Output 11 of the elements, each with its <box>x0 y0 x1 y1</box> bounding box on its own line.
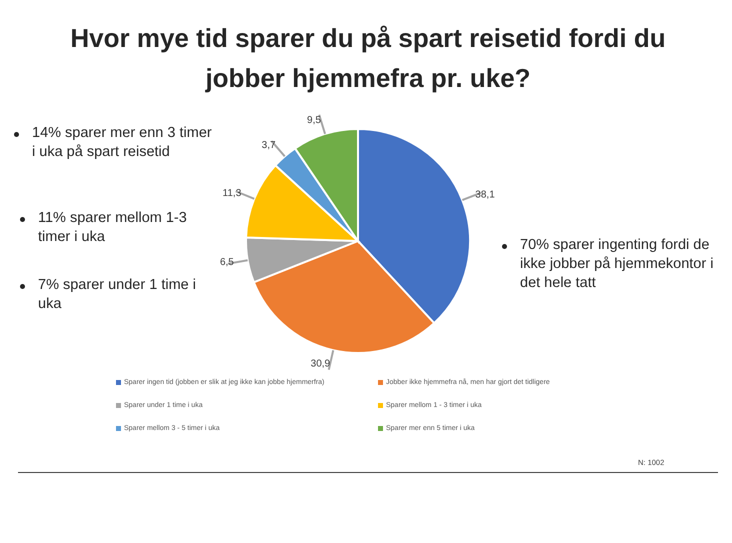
data-label: 3,7 <box>262 140 276 152</box>
text: 7% sparer under 1 time i uka <box>38 277 196 312</box>
text: 14% sparer mer enn 3 timer i uka på spart reisetid <box>32 125 212 160</box>
data-label: 9,5 <box>307 115 322 126</box>
chart-title: Hvor mye tid sparer du på spart reisetid fordi du jobber hjemmefra pr. uke? <box>69 22 667 95</box>
data-label: 11,3 <box>222 188 242 200</box>
data-label: 6,5 <box>220 257 234 268</box>
data-label: 30,9 <box>310 358 331 370</box>
text: 70% sparer ingenting fordi de ikke jobber på hjemmekontor i det hele tatt <box>520 237 714 291</box>
data-label: 38,1 <box>475 189 496 200</box>
text: 11% sparer mellom 1-3 timer i uka <box>38 210 187 245</box>
